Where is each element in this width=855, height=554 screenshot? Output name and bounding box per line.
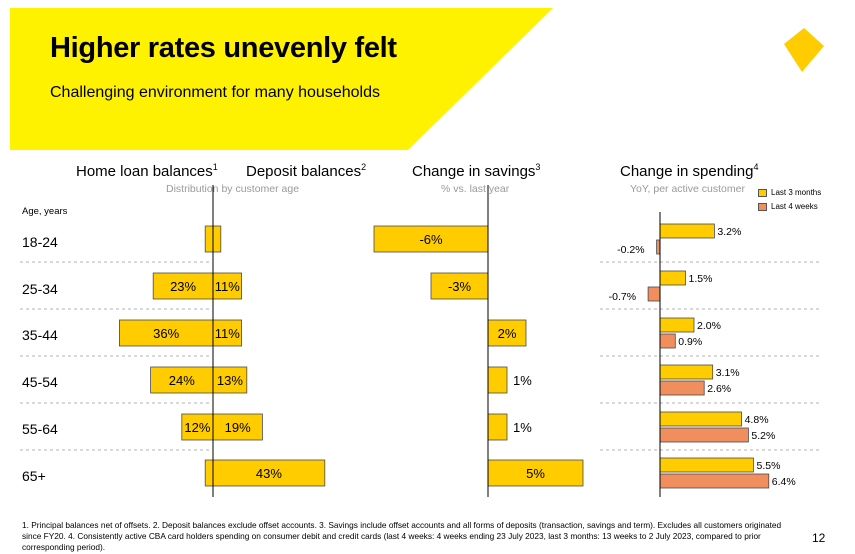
page-title: Higher rates unevenly felt [50, 32, 397, 64]
spending-label-last-4-weeks-55-64: 5.2% [751, 430, 775, 442]
spending-bar-last-3-months-35-44 [659, 317, 695, 333]
age-label-45-54: 45-54 [22, 374, 58, 390]
deposit-bar-65-plus [212, 459, 326, 487]
logo-diamond-shape [784, 28, 824, 72]
age-label-35-44: 35-44 [22, 327, 58, 343]
spending-bar-last-3-months-65-plus [659, 457, 754, 473]
savings-label-35-44: 2% [498, 326, 517, 341]
spending-label-last-3-months-35-44: 2.0% [697, 320, 721, 332]
age-label-55-64: 55-64 [22, 421, 58, 437]
savings-label-55-64: 1% [513, 420, 532, 435]
banner-shape [10, 8, 553, 150]
savings-label-45-54: 1% [513, 373, 532, 388]
home-loan-label-25-34: 23% [170, 279, 196, 294]
home-loan-footnote-ref: 1 [212, 162, 218, 172]
deposit-label-35-44: 11% [215, 326, 240, 341]
spending-label-last-4-weeks-35-44: 0.9% [678, 336, 702, 348]
spending-bar-last-4-weeks-18-24 [656, 239, 661, 255]
savings-header: Change in savings3 [412, 162, 541, 180]
home-loan-label-45-54: 24% [169, 373, 195, 388]
spending-header: Change in spending4 [620, 162, 759, 180]
home-loan-header: Home loan balances1 [76, 162, 218, 180]
legend-swatch-last-3-months [758, 188, 767, 197]
legend-last-3-months: Last 3 months [758, 188, 821, 197]
header-banner [10, 8, 553, 150]
home-loan-bar-35-44 [119, 319, 214, 347]
spending-bar-last-4-weeks-65-plus [659, 473, 770, 489]
home-loan-label-55-64: 12% [184, 420, 210, 435]
spending-bar-last-4-weeks-25-34 [647, 286, 661, 302]
spending-label-last-3-months-25-34: 1.5% [689, 273, 713, 285]
spending-label-last-4-weeks-45-54: 2.6% [707, 383, 731, 395]
savings-footnote-ref: 3 [535, 162, 541, 172]
page-number: 12 [812, 531, 826, 545]
savings-label-25-34: -3% [448, 279, 472, 294]
home-loan-bar-65-plus [204, 459, 214, 487]
savings-bar-65-plus [487, 459, 584, 487]
home-loan-bar-45-54 [150, 366, 214, 394]
spending-label-last-4-weeks-18-24: -0.2% [617, 244, 644, 256]
home-loan-bar-18-24 [204, 225, 214, 253]
legend-label-last-4-weeks: Last 4 weeks [771, 202, 818, 211]
spending-bar-last-3-months-55-64 [659, 411, 742, 427]
deposit-label: Deposit balances [246, 163, 362, 180]
spending-subheader: YoY, per active customer [630, 183, 745, 195]
home-loan-label-35-44: 36% [153, 326, 179, 341]
deposit-label-45-54: 13% [217, 373, 243, 388]
savings-bar-45-54 [487, 366, 508, 394]
savings-bar-35-44 [487, 319, 527, 347]
savings-subheader: % vs. last year [441, 183, 510, 195]
page-subtitle: Challenging environment for many househo… [50, 84, 380, 101]
deposit-bar-25-34 [212, 272, 243, 300]
legend-label-last-3-months: Last 3 months [771, 188, 822, 197]
age-label-25-34: 25-34 [22, 281, 58, 297]
spending-label-last-3-months-65-plus: 5.5% [757, 460, 781, 472]
savings-bar-18-24 [373, 225, 489, 253]
spending-label-last-3-months-18-24: 3.2% [717, 226, 741, 238]
spending-footnote-ref: 4 [753, 162, 759, 172]
logo-diamond-icon [784, 28, 824, 72]
age-label-65-plus: 65+ [22, 468, 46, 484]
footnote: 1. Principal balances net of offsets. 2.… [22, 520, 782, 552]
deposit-footnote-ref: 2 [361, 162, 367, 172]
deposit-bar-55-64 [212, 413, 263, 441]
savings-bar-25-34 [430, 272, 489, 300]
legend-swatch-last-4-weeks [758, 202, 767, 211]
deposit-label-55-64: 19% [225, 420, 251, 435]
spending-label: Change in spending [620, 163, 754, 180]
savings-bar-55-64 [487, 413, 508, 441]
legend-last-4-weeks: Last 4 weeks [758, 202, 818, 211]
deposit-bar-18-24 [212, 225, 222, 253]
savings-label-18-24: -6% [419, 232, 443, 247]
spending-label-last-3-months-45-54: 3.1% [716, 367, 740, 379]
spending-bar-last-3-months-18-24 [659, 223, 715, 239]
deposit-header: Deposit balances2 [246, 162, 367, 180]
spending-bar-last-3-months-25-34 [659, 270, 686, 286]
age-axis-header: Age, years [22, 206, 68, 217]
spending-label-last-4-weeks-65-plus: 6.4% [772, 476, 796, 488]
spending-label-last-4-weeks-25-34: -0.7% [609, 291, 636, 303]
spending-bar-last-4-weeks-45-54 [659, 380, 705, 396]
deposit-label-25-34: 11% [215, 279, 240, 294]
home-loan-bar-55-64 [181, 413, 214, 441]
age-label-18-24: 18-24 [22, 234, 58, 250]
spending-bar-last-3-months-45-54 [659, 364, 714, 380]
savings-label-65-plus: 5% [526, 466, 545, 481]
home-loan-subheader: Distribution by customer age [166, 183, 300, 195]
spending-bar-last-4-weeks-35-44 [659, 333, 676, 349]
savings-label: Change in savings [412, 163, 536, 180]
spending-label-last-3-months-55-64: 4.8% [745, 414, 769, 426]
spending-bar-last-4-weeks-55-64 [659, 427, 749, 443]
home-loan-label: Home loan balances [76, 163, 213, 180]
deposit-label-65-plus: 43% [256, 466, 282, 481]
deposit-bar-45-54 [212, 366, 248, 394]
